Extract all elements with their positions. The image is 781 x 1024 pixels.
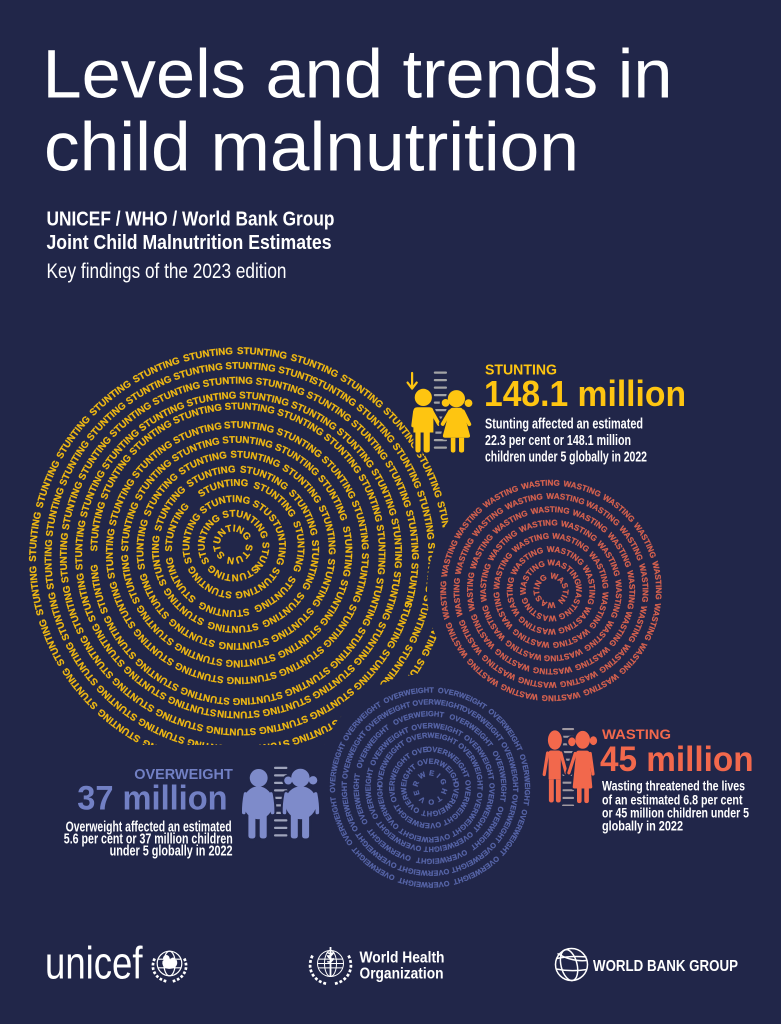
svg-text:OVERWEIGHT: OVERWEIGHT xyxy=(134,767,233,783)
svg-text:5.6 per cent or 37 million chi: 5.6 per cent or 37 million children xyxy=(64,832,233,848)
svg-text:Key findings of the 2023 editi: Key findings of the 2023 edition xyxy=(47,260,287,283)
svg-text:STUNTING: STUNTING xyxy=(485,363,557,379)
svg-text:37 million: 37 million xyxy=(77,780,227,818)
svg-text:OVERWEIGHT OVERWEIGHT OVERWEIG: OVERWEIGHT OVERWEIGHT OVERWEIGHT OVERWEI… xyxy=(291,649,568,926)
svg-text:World Health: World Health xyxy=(360,950,445,967)
svg-text:Organization: Organization xyxy=(360,966,444,983)
svg-text:Stunting affected an estimated: Stunting affected an estimated xyxy=(485,416,643,432)
svg-text:Overweight affected an estimat: Overweight affected an estimated xyxy=(66,820,232,836)
svg-text:or 45 million children under 5: or 45 million children under 5 xyxy=(602,805,749,821)
svg-text:of an estimated 6.8 per cent: of an estimated 6.8 per cent xyxy=(602,792,743,808)
svg-text:WASTING WASTING WASTING WASTIN: WASTING WASTING WASTING WASTING WASTING … xyxy=(422,462,679,719)
svg-text:WORLD BANK GROUP: WORLD BANK GROUP xyxy=(593,958,738,975)
svg-text:child malnutrition: child malnutrition xyxy=(44,109,579,186)
svg-text:OVERWEIGHT OVERWEIGHT OVERWEIG: OVERWEIGHT OVERWEIGHT OVERWEIGHT OVERWEI… xyxy=(313,670,548,905)
svg-text:under 5 globally in 2022: under 5 globally in 2022 xyxy=(110,843,233,859)
svg-text:unicef: unicef xyxy=(45,938,143,989)
svg-text:children under 5 globally in 2: children under 5 globally in 2022 xyxy=(485,450,647,466)
svg-text:UNICEF / WHO / World Bank Grou: UNICEF / WHO / World Bank Group xyxy=(47,209,335,231)
svg-text:Joint Child Malnutrition Estim: Joint Child Malnutrition Estimates xyxy=(47,232,332,254)
svg-text:45 million: 45 million xyxy=(600,740,754,779)
svg-text:globally in 2022: globally in 2022 xyxy=(602,819,683,835)
svg-text:148.1 million: 148.1 million xyxy=(484,373,686,414)
svg-text:22.3 per cent or 148.1 million: 22.3 per cent or 148.1 million xyxy=(485,433,631,449)
svg-text:WASTING WASTING WASTING WASTIN: WASTING WASTING WASTING WASTING WASTING … xyxy=(399,438,704,743)
svg-text:Wasting threatened the lives: Wasting threatened the lives xyxy=(602,779,745,795)
svg-text:Levels and trends in: Levels and trends in xyxy=(43,36,673,113)
svg-text:WASTING: WASTING xyxy=(602,727,671,743)
